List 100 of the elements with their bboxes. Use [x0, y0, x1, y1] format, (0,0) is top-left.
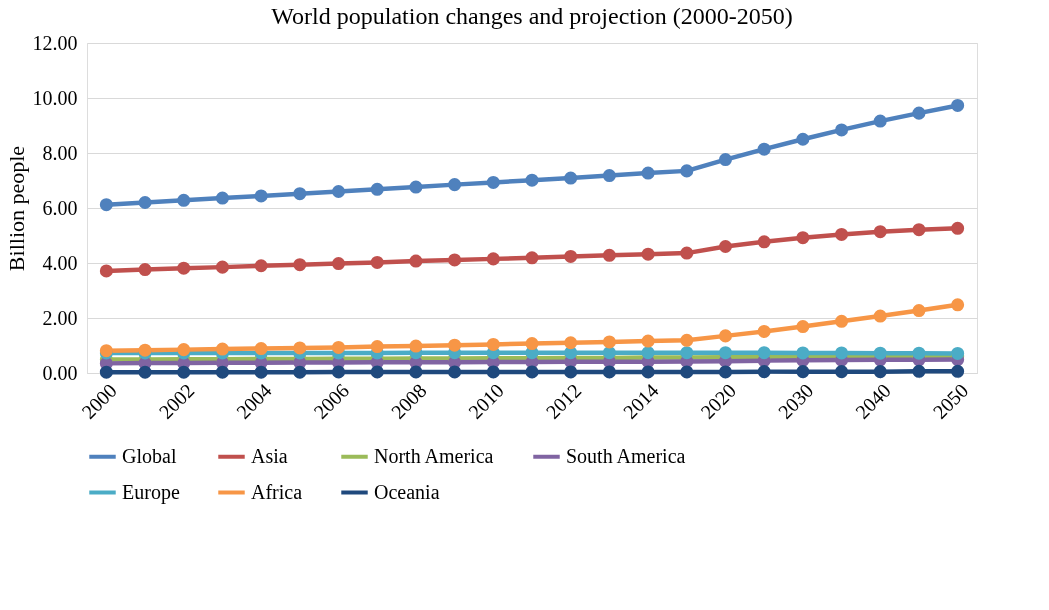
point [641, 247, 655, 261]
point [370, 255, 384, 269]
point [951, 298, 965, 312]
point [293, 187, 307, 201]
point [215, 342, 229, 356]
y-tick-label: 2.00 [42, 306, 78, 329]
y-tick-label: 0.00 [42, 361, 78, 384]
point [332, 365, 346, 379]
point [370, 182, 384, 196]
point [448, 338, 462, 352]
point [525, 365, 539, 379]
point [951, 98, 965, 112]
legend-label: Africa [251, 480, 303, 503]
y-tick-label: 4.00 [42, 251, 78, 274]
point [835, 346, 849, 360]
point [448, 178, 462, 192]
point [254, 189, 268, 203]
y-tick-label: 8.00 [42, 141, 78, 164]
point [215, 260, 229, 274]
point [718, 365, 732, 379]
point [680, 333, 694, 347]
point [486, 337, 500, 351]
point [873, 346, 887, 360]
point [873, 114, 887, 128]
point [525, 337, 539, 351]
point [718, 239, 732, 254]
point [757, 142, 771, 156]
point [99, 198, 113, 212]
point [912, 364, 926, 378]
point [177, 261, 191, 275]
point [796, 365, 810, 379]
point [525, 173, 539, 187]
legend-label: Global [122, 444, 177, 467]
point [448, 253, 462, 267]
point [332, 184, 346, 199]
point [641, 334, 655, 348]
point [138, 263, 152, 277]
point [835, 365, 849, 379]
point [873, 365, 887, 379]
point [602, 346, 616, 360]
legend-label: North America [374, 444, 494, 467]
point [680, 365, 694, 379]
point [796, 346, 810, 360]
point [409, 180, 423, 194]
point [293, 341, 307, 355]
point [254, 259, 268, 273]
legend-label: Asia [251, 444, 288, 467]
point [641, 365, 655, 379]
legend-label: South America [566, 444, 686, 467]
point [564, 171, 578, 185]
point [177, 193, 191, 207]
point [448, 365, 462, 379]
point [718, 329, 732, 343]
point [564, 249, 578, 263]
point [564, 365, 578, 379]
point [293, 365, 307, 379]
point [99, 264, 113, 278]
point [409, 365, 423, 379]
point [293, 258, 307, 272]
point [99, 365, 113, 379]
legend-label: Oceania [374, 480, 440, 503]
point [602, 248, 616, 262]
point [564, 336, 578, 350]
point [680, 346, 694, 360]
legend-label: Europe [122, 480, 180, 504]
point [409, 254, 423, 268]
point [718, 346, 732, 360]
point [757, 365, 771, 379]
point [254, 365, 268, 379]
point [409, 339, 423, 353]
point [370, 365, 384, 379]
point [912, 223, 926, 237]
point [602, 365, 616, 379]
y-tick-label: 6.00 [42, 196, 78, 219]
point [680, 164, 694, 178]
point [332, 340, 346, 354]
point [757, 346, 771, 360]
point [332, 257, 346, 271]
point [912, 304, 926, 318]
chart-title: World population changes and projection (2000-2050) [271, 3, 793, 29]
point [912, 106, 926, 120]
point [641, 166, 655, 180]
point [602, 335, 616, 349]
point [796, 320, 810, 334]
point [215, 191, 229, 205]
point [370, 340, 384, 354]
point [177, 365, 191, 379]
point [835, 123, 849, 137]
point [796, 231, 810, 245]
point [757, 235, 771, 249]
point [912, 346, 926, 360]
point [718, 153, 732, 167]
point [602, 169, 616, 183]
point [254, 342, 268, 356]
point [138, 195, 152, 210]
point [641, 346, 655, 360]
point [835, 314, 849, 328]
y-axis-title: Billion people [3, 145, 29, 272]
point [951, 364, 965, 378]
point [215, 365, 229, 379]
